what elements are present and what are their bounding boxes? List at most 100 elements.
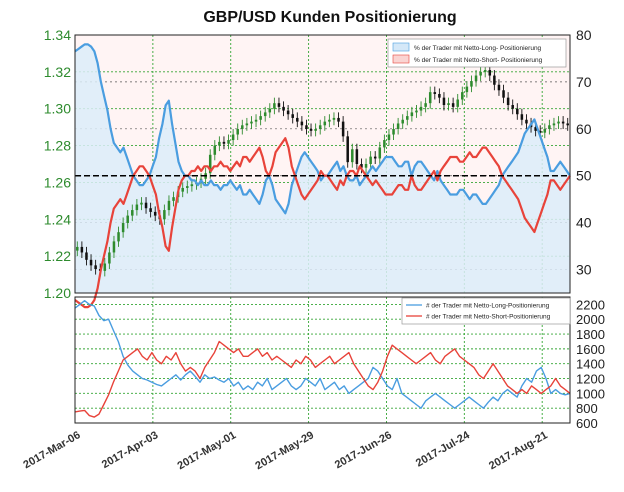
- candle-body-14: [140, 202, 143, 205]
- candle-body-32: [222, 141, 226, 144]
- x-tick-label-4: 2017-Jun-26: [333, 429, 394, 471]
- bottom-right-tick-label-7: 2000: [576, 312, 605, 327]
- candle-body-1: [80, 246, 84, 253]
- candle-body-90: [488, 70, 492, 76]
- candle-body-106: [561, 121, 565, 124]
- candle-body-94: [506, 97, 510, 106]
- top-panel-frame: [74, 34, 571, 294]
- candle-body-91: [493, 75, 496, 85]
- candle-body-60: [351, 149, 354, 163]
- candle-body-76: [424, 103, 427, 107]
- candle-body-87: [474, 75, 478, 82]
- candle-body-96: [516, 108, 519, 115]
- right-tick-label-2: 50: [576, 168, 592, 184]
- x-tick-label-5: 2017-Jul-24: [414, 429, 473, 470]
- long-area-fill: [75, 44, 570, 294]
- candle-body-104: [552, 123, 556, 126]
- candle-body-61: [355, 149, 359, 164]
- candle-body-34: [231, 134, 235, 141]
- x-tick-label-1: 2017-Apr-03: [100, 429, 161, 471]
- candle-body-42: [268, 108, 272, 113]
- candle-body-78: [433, 92, 437, 94]
- right-tick-label-0: 30: [576, 262, 592, 278]
- bottom-legend: # der Trader mit Netto-Long-Positionieru…: [401, 297, 571, 325]
- bottom-right-tick-label-2: 1000: [576, 386, 605, 401]
- candle-body-44: [277, 103, 281, 107]
- candle-body-77: [428, 92, 432, 104]
- short-count-line: [74, 340, 571, 418]
- candle-body-98: [525, 119, 528, 124]
- candle-body-67: [383, 140, 386, 148]
- legend-short-swatch: [392, 54, 410, 64]
- candle-body-25: [190, 184, 194, 187]
- candle-body-19: [163, 210, 166, 220]
- left-tick-label-2: 1.24: [44, 211, 71, 227]
- candle-body-13: [135, 204, 139, 211]
- candle-body-40: [259, 116, 262, 120]
- candle-body-46: [286, 110, 290, 115]
- candle-body-97: [520, 114, 524, 120]
- candle-body-83: [456, 99, 459, 107]
- bottom-legend-box: [401, 297, 571, 325]
- candle-body-63: [364, 164, 368, 168]
- candle-body-73: [410, 112, 414, 117]
- bottom-right-tick-label-4: 1400: [576, 357, 605, 372]
- sentiment-lines: [74, 43, 571, 309]
- bottom-right-tick-label-5: 1600: [576, 342, 605, 357]
- candle-body-92: [497, 84, 501, 91]
- candle-body-66: [378, 147, 382, 159]
- legend-long-label: % der Trader mit Netto-Long- Positionier…: [414, 45, 542, 52]
- candle-body-58: [341, 121, 345, 137]
- candle-body-43: [273, 103, 276, 109]
- left-tick-label-6: 1.32: [44, 64, 71, 80]
- bottom-panel-frame: [74, 296, 571, 424]
- candle-body-70: [396, 123, 400, 129]
- left-tick-label-7: 1.34: [44, 27, 71, 43]
- candle-body-82: [451, 103, 455, 107]
- candle-body-74: [415, 110, 418, 113]
- candle-body-53: [318, 125, 322, 129]
- candle-body-6: [103, 263, 107, 271]
- x-axis-ticks: 2017-Mar-06 2017-Apr-03 2017-May-01 2017-Ma…: [21, 429, 549, 473]
- candle-body-56: [332, 117, 336, 120]
- legend-short-count-label: # der Trader mit Netto-Short-Positionier…: [426, 314, 551, 321]
- candle-body-33: [227, 140, 230, 144]
- candle-body-62: [360, 164, 363, 168]
- candle-body-39: [254, 119, 258, 122]
- candle-body-59: [346, 136, 349, 163]
- candle-body-101: [538, 130, 542, 133]
- candle-body-52: [314, 128, 317, 131]
- candle-body-0: [76, 246, 79, 251]
- top-legend: % der Trader mit Netto-Long- Positionier…: [387, 38, 567, 68]
- candle-body-71: [401, 119, 404, 124]
- candle-body-72: [406, 116, 409, 120]
- left-tick-label-4: 1.28: [44, 138, 71, 154]
- bottom-right-tick-label-0: 600: [576, 416, 598, 431]
- long-pct-line: [74, 43, 571, 215]
- candle-body-79: [438, 93, 441, 98]
- left-tick-label-1: 1.22: [44, 248, 71, 264]
- candle-body-68: [387, 134, 391, 141]
- right-tick-label-1: 40: [576, 215, 592, 231]
- candle-body-29: [208, 154, 212, 174]
- left-tick-label-3: 1.26: [44, 174, 71, 190]
- candle-body-11: [126, 215, 129, 223]
- candle-body-75: [419, 106, 423, 111]
- candle-body-65: [373, 156, 377, 159]
- candle-body-55: [328, 119, 331, 122]
- top-legend-box: [387, 38, 567, 68]
- chart-title: GBP/USD Kunden Positionierung: [203, 9, 456, 26]
- candle-body-36: [241, 125, 244, 129]
- candle-body-50: [305, 125, 308, 129]
- candle-body-88: [479, 71, 482, 76]
- candle-body-41: [263, 112, 267, 117]
- candle-body-86: [470, 81, 473, 87]
- candle-body-20: [167, 200, 171, 211]
- left-tick-label-5: 1.30: [44, 101, 71, 117]
- short-pct-line: [74, 137, 571, 309]
- candle-body-31: [218, 141, 221, 146]
- candle-body-103: [548, 125, 551, 129]
- candle-body-80: [442, 97, 446, 106]
- candle-body-30: [213, 145, 217, 155]
- candle-body-15: [144, 202, 148, 209]
